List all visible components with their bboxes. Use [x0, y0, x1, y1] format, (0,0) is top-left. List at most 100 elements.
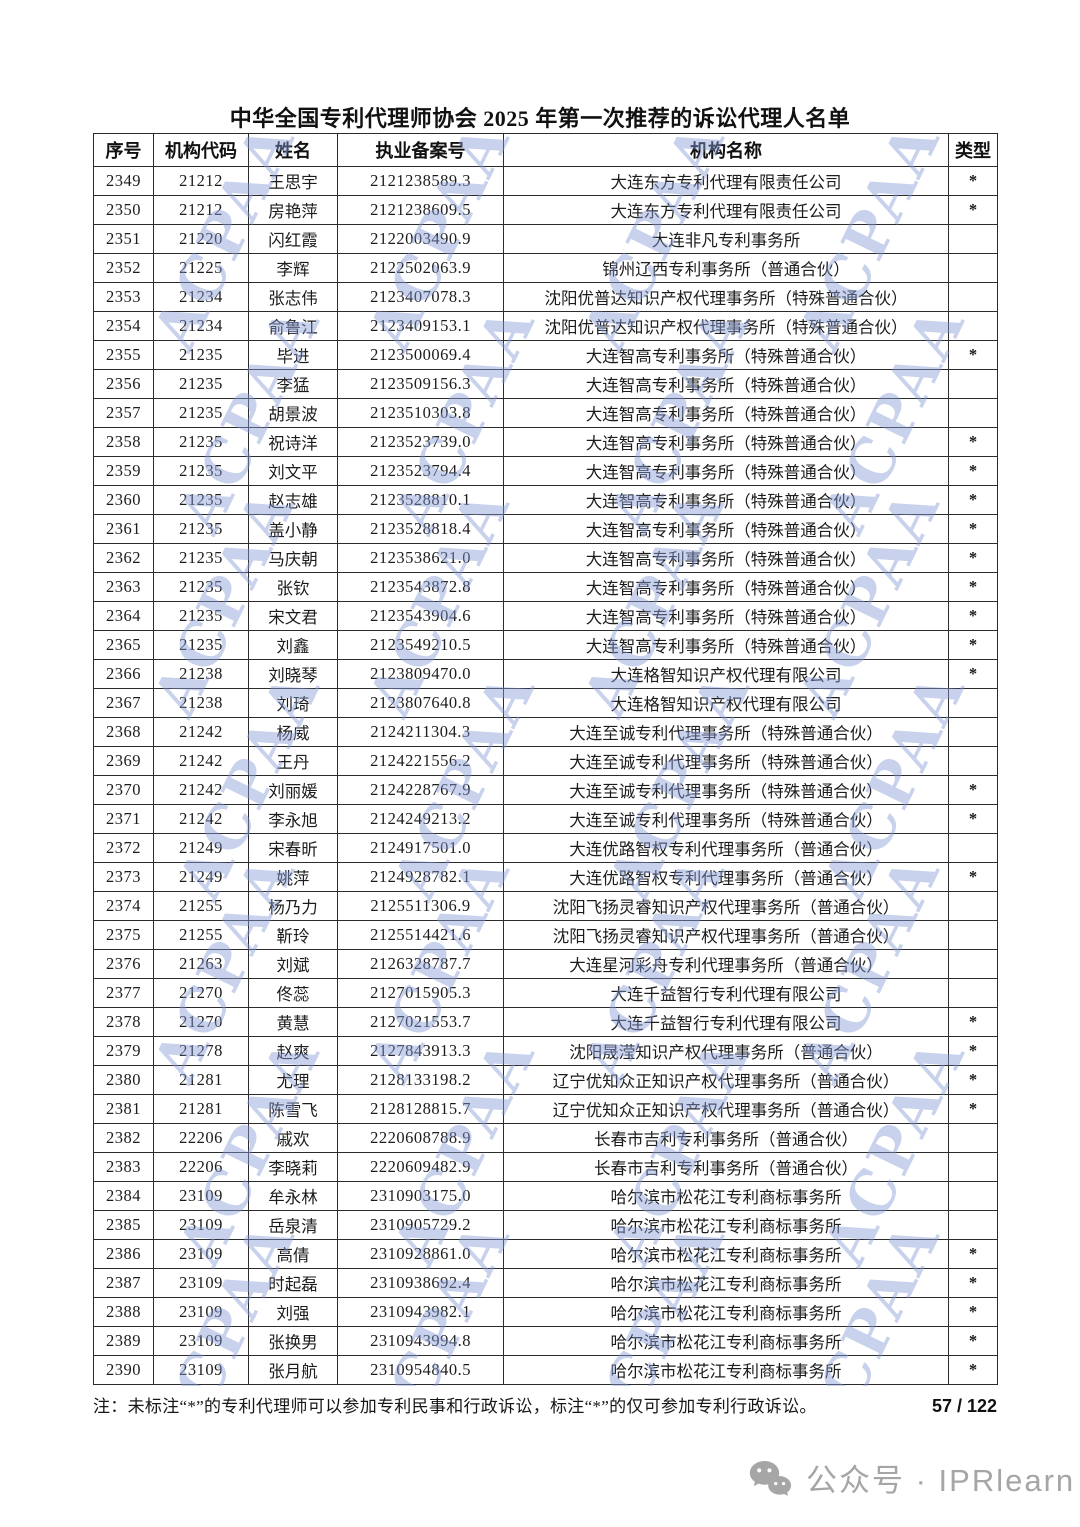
cell-type: * [948, 514, 998, 544]
cell-reg-no: 2125511306.9 [337, 891, 504, 921]
cell-reg-no: 2124917501.0 [337, 833, 504, 863]
cell-org-code: 21235 [153, 630, 249, 660]
cell-serial: 2387 [93, 1268, 154, 1298]
cell-org-name: 锦州辽西专利事务所（普通合伙） [503, 253, 949, 283]
cell-org-name: 大连优路智权专利代理事务所（普通合伙） [503, 833, 949, 863]
cell-org-code: 21235 [153, 456, 249, 486]
footnote: 注：未标注“*”的专利代理师可以参加专利民事和行政诉讼，标注“*”的仅可参加专利… [93, 1397, 817, 1416]
cell-name: 刘强 [248, 1297, 338, 1327]
table-row: 2362 21235 马庆朝 2123538621.0 大连智高专利事务所（特殊普通合伙… [93, 543, 998, 573]
cell-type [948, 949, 998, 979]
cell-org-name: 大连智高专利事务所（特殊普通合伙） [503, 572, 949, 602]
cell-serial: 2352 [93, 253, 154, 283]
cell-org-name: 大连智高专利事务所（特殊普通合伙） [503, 514, 949, 544]
cell-name: 赵志雄 [248, 485, 338, 515]
table-row: 2374 21255 杨乃力 2125511306.9 沈阳飞扬灵睿知识产权代理事务所（… [93, 891, 998, 921]
cell-serial: 2354 [93, 311, 154, 341]
cell-reg-no: 2123528810.1 [337, 485, 504, 515]
cell-reg-no: 2123528818.4 [337, 514, 504, 544]
cell-reg-no: 2123807640.8 [337, 688, 504, 718]
cell-serial: 2372 [93, 833, 154, 863]
cell-name: 靳玲 [248, 920, 338, 950]
col-header-4: 机构名称 [503, 133, 949, 167]
cell-org-name: 大连智高专利事务所（特殊普通合伙） [503, 398, 949, 428]
cell-serial: 2381 [93, 1094, 154, 1124]
cell-org-code: 21235 [153, 398, 249, 428]
cell-name: 张志伟 [248, 282, 338, 312]
cell-name: 胡景波 [248, 398, 338, 428]
cell-name: 陈雪飞 [248, 1094, 338, 1124]
cell-reg-no: 2123523739.0 [337, 427, 504, 457]
social-footer: 公众号 · IPRlearn [748, 1455, 1075, 1500]
cell-reg-no: 2310943982.1 [337, 1297, 504, 1327]
cell-type [948, 891, 998, 921]
cell-org-name: 大连智高专利事务所（特殊普通合伙） [503, 543, 949, 573]
cell-org-code: 23109 [153, 1268, 249, 1298]
cell-name: 李晓莉 [248, 1152, 338, 1182]
table-row: 2368 21242 杨威 2124211304.3 大连至诚专利代理事务所（特殊普通合… [93, 717, 998, 747]
cell-name: 房艳萍 [248, 195, 338, 225]
cell-org-code: 23109 [153, 1297, 249, 1327]
cell-org-name: 哈尔滨市松花江专利商标事务所 [503, 1326, 949, 1356]
cell-serial: 2367 [93, 688, 154, 718]
cell-name: 戚欢 [248, 1123, 338, 1153]
cell-type [948, 833, 998, 863]
cell-org-code: 21235 [153, 572, 249, 602]
cell-type: * [948, 630, 998, 660]
cell-reg-no: 2127843913.3 [337, 1036, 504, 1066]
cell-name: 刘晓琴 [248, 659, 338, 689]
cell-name: 杨乃力 [248, 891, 338, 921]
cell-serial: 2351 [93, 224, 154, 254]
table-row: 2384 23109 牟永林 2310903175.0 哈尔滨市松花江专利商标事务所 [93, 1181, 998, 1211]
cell-org-name: 大连智高专利事务所（特殊普通合伙） [503, 630, 949, 660]
table-row: 2372 21249 宋春昕 2124917501.0 大连优路智权专利代理事务所（普通… [93, 833, 998, 863]
table-row: 2385 23109 岳泉清 2310905729.2 哈尔滨市松花江专利商标事务所 [93, 1210, 998, 1240]
cell-org-name: 长春市吉利专利事务所（普通合伙） [503, 1123, 949, 1153]
cell-serial: 2368 [93, 717, 154, 747]
cell-org-code: 21235 [153, 601, 249, 631]
page-number: 57 / 122 [931, 1396, 997, 1416]
table-row: 2387 23109 时起磊 2310938692.4 哈尔滨市松花江专利商标事务所 * [93, 1268, 998, 1298]
cell-org-code: 21249 [153, 833, 249, 863]
table-row: 2354 21234 俞鲁江 2123409153.1 沈阳优普达知识产权代理事务所（特… [93, 311, 998, 341]
cell-type [948, 398, 998, 428]
cell-serial: 2379 [93, 1036, 154, 1066]
cell-name: 尤理 [248, 1065, 338, 1095]
cell-type [948, 1210, 998, 1240]
cell-org-name: 哈尔滨市松花江专利商标事务所 [503, 1297, 949, 1327]
cell-serial: 2376 [93, 949, 154, 979]
cell-org-name: 大连智高专利事务所（特殊普通合伙） [503, 456, 949, 486]
wechat-icon [749, 1460, 792, 1496]
cell-type [948, 1123, 998, 1153]
cell-org-code: 21235 [153, 514, 249, 544]
cell-type [948, 253, 998, 283]
cell-name: 宋文君 [248, 601, 338, 631]
cell-org-code: 21235 [153, 340, 249, 370]
cell-serial: 2359 [93, 456, 154, 486]
table-row: 2379 21278 赵爽 2127843913.3 沈阳晟滢知识产权代理事务所（普通合… [93, 1036, 998, 1066]
cell-org-name: 大连智高专利事务所（特殊普通合伙） [503, 369, 949, 399]
cell-type: * [948, 659, 998, 689]
table-row: 2366 21238 刘晓琴 2123809470.0 大连格智知识产权代理有限公司 * [93, 659, 998, 689]
cell-org-code: 21212 [153, 195, 249, 225]
cell-serial: 2370 [93, 775, 154, 805]
cell-org-code: 21249 [153, 862, 249, 892]
cell-type: * [948, 804, 998, 834]
cell-org-name: 哈尔滨市松花江专利商标事务所 [503, 1181, 949, 1211]
cell-serial: 2374 [93, 891, 154, 921]
cell-type [948, 688, 998, 718]
cell-org-code: 21242 [153, 717, 249, 747]
cell-org-code: 23109 [153, 1239, 249, 1269]
cell-serial: 2357 [93, 398, 154, 428]
cell-type: * [948, 1065, 998, 1095]
cell-org-name: 大连智高专利事务所（特殊普通合伙） [503, 485, 949, 515]
cell-reg-no: 2128133198.2 [337, 1065, 504, 1095]
cell-reg-no: 2310905729.2 [337, 1210, 504, 1240]
table-row: 2378 21270 黄慧 2127021553.7 大连千益智行专利代理有限公司 * [93, 1007, 998, 1037]
cell-name: 姚萍 [248, 862, 338, 892]
table-row: 2389 23109 张换男 2310943994.8 哈尔滨市松花江专利商标事务所 * [93, 1326, 998, 1356]
cell-type: * [948, 1297, 998, 1327]
cell-serial: 2366 [93, 659, 154, 689]
cell-org-code: 21220 [153, 224, 249, 254]
cell-serial: 2361 [93, 514, 154, 544]
